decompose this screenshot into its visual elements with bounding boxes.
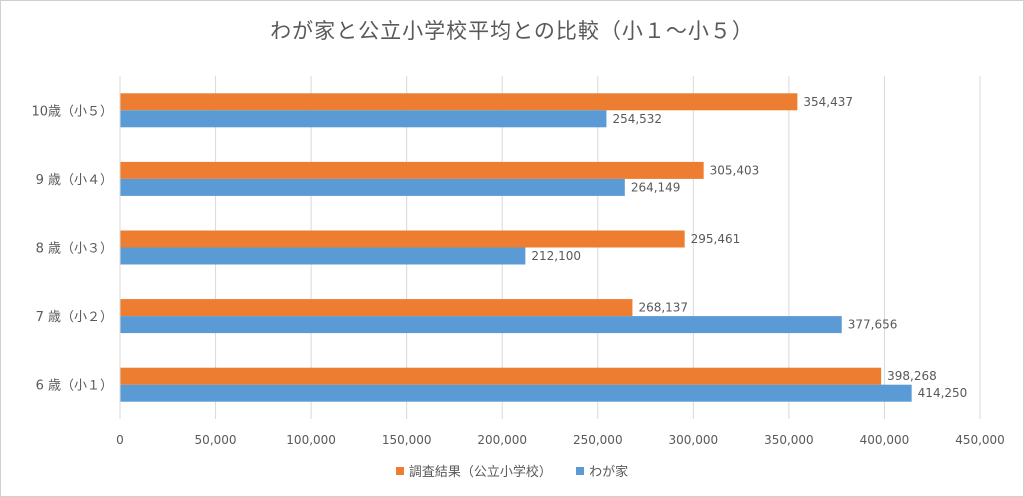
legend-label-home: わが家 [589,465,629,480]
bar-home [120,316,842,334]
bar-survey [120,367,882,385]
data-label: 377,656 [848,318,898,332]
y-category-label: 9 歳（小４） [36,173,113,188]
chart-legend: 調査結果（公立小学校） わが家 [1,461,1023,480]
x-tick-label: 400,000 [860,433,910,447]
y-category-label: 8 歳（小３） [36,242,113,257]
bar-home [120,384,912,402]
y-category-label: 6 歳（小１） [36,379,113,394]
y-category-label: 7 歳（小２） [36,310,113,325]
data-label: 212,100 [531,249,581,263]
data-label: 398,268 [887,369,937,383]
bar-home [120,178,625,196]
x-tick-label: 50,000 [195,433,237,447]
legend-swatch-home [576,466,585,475]
data-label: 268,137 [638,301,688,315]
bar-home [120,110,607,128]
y-category-label: 10歳（小５） [31,104,113,119]
bar-survey [120,93,798,111]
legend-label-survey: 調査結果（公立小学校） [408,465,552,480]
bar-survey [120,230,685,248]
data-label: 354,437 [803,95,853,109]
x-tick-label: 200,000 [477,433,527,447]
chart-title: わが家と公立小学校平均との比較（小１～小５） [270,19,754,43]
x-tick-label: 250,000 [573,433,623,447]
x-tick-label: 300,000 [669,433,719,447]
bar-home [120,247,526,265]
data-label: 254,532 [612,112,662,126]
data-label: 295,461 [691,232,741,246]
x-tick-label: 150,000 [382,433,432,447]
bar-survey [120,299,633,317]
chart-plot-area: 0 50,000 100,000 150,000 200,000 250,000 300,0… [31,76,1005,447]
legend-item-home: わが家 [576,461,628,480]
data-label: 305,403 [710,163,760,177]
x-tick-label: 450,000 [955,433,1005,447]
x-tick-label: 350,000 [764,433,814,447]
bar-survey [120,161,704,179]
x-tick-label: 0 [116,433,124,447]
legend-item-survey: 調査結果（公立小学校） [395,461,552,480]
x-tick-label: 100,000 [286,433,336,447]
data-label: 414,250 [918,386,968,400]
data-label: 264,149 [631,180,681,194]
legend-swatch-survey [395,466,404,475]
